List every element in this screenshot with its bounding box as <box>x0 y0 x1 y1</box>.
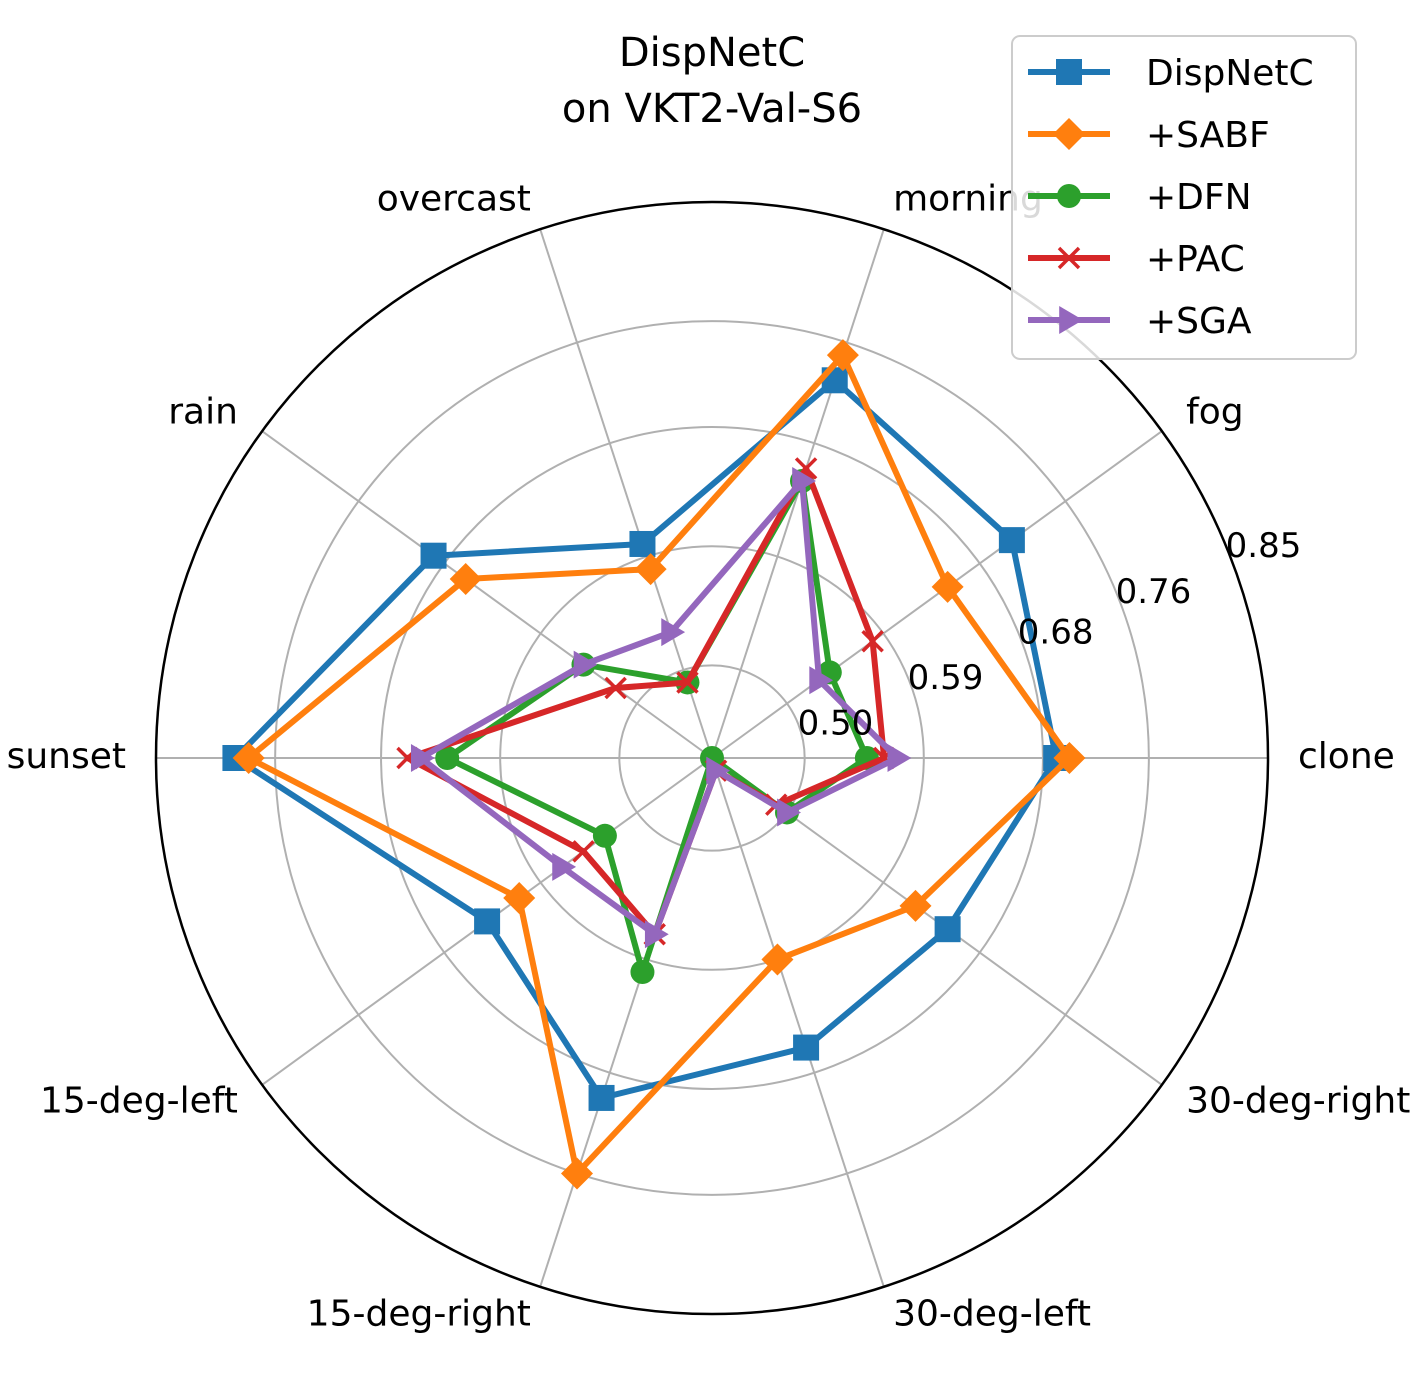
data-point-rain <box>573 650 598 679</box>
series-layer <box>222 339 1086 1190</box>
axis-label-sunset: sunset <box>7 736 126 777</box>
data-point-15-deg-right <box>561 1157 594 1190</box>
spoke-rain <box>261 430 713 759</box>
data-point-clone <box>1053 742 1086 774</box>
data-point-fog <box>998 527 1025 554</box>
grid-ring <box>618 664 806 852</box>
data-point-clone <box>887 744 912 772</box>
axis-label-30-deg-right: 30-deg-right <box>1186 1080 1410 1121</box>
grid-ring <box>274 320 1150 1196</box>
data-point-30-deg-right <box>934 916 961 943</box>
axis-label-30-deg-left: 30-deg-left <box>893 1293 1091 1334</box>
data-point-15-deg-left <box>552 852 577 881</box>
grid-ring <box>499 545 925 971</box>
legend-entry-+SGA: +SGA <box>1028 301 1252 342</box>
polar-frame <box>154 200 1270 1316</box>
data-point-30-deg-left <box>706 756 731 785</box>
series-line <box>232 377 1060 1101</box>
chart-title: DispNetC on VKT2-Val-S6 <box>562 30 862 132</box>
chart-title-line-2: on VKT2-Val-S6 <box>562 86 862 132</box>
data-point-sunset <box>435 746 460 770</box>
series-DispNetC <box>222 367 1070 1111</box>
data-point-30-deg-right <box>777 798 801 827</box>
data-point-rain <box>604 676 627 700</box>
tick-label: 0.50 <box>798 704 874 744</box>
legend-entry-DispNetC: DispNetC <box>1028 53 1314 94</box>
data-point-15-deg-left <box>503 882 536 915</box>
legend-entry-+DFN: +DFN <box>1028 177 1252 218</box>
legend: DispNetC +SABF +DFN +PAC +SGA <box>1011 35 1357 360</box>
data-point-overcast <box>634 553 667 586</box>
tick-label: 0.76 <box>1116 572 1192 612</box>
data-point-30-deg-left <box>793 1034 820 1061</box>
data-point-30-deg-left <box>761 943 794 976</box>
data-point-15-deg-right <box>630 960 655 985</box>
radial-tick-labels: 0.50 0.59 0.68 0.76 0.85 <box>798 526 1302 743</box>
axis-labels: clonefogmorningovercastrainsunset15-deg-… <box>7 179 1410 1335</box>
tick-label: 0.68 <box>1018 612 1094 652</box>
tick-label: 0.85 <box>1226 526 1302 566</box>
legend-label: +PAC <box>1146 239 1245 280</box>
data-point-fog <box>809 666 834 695</box>
data-point-rain <box>420 542 447 569</box>
grid-ring <box>380 426 1044 1090</box>
data-point-rain <box>449 563 482 596</box>
tick-label: 0.59 <box>908 658 984 698</box>
spoke-30-deg-left <box>711 757 885 1288</box>
legend-entry-+SABF: +SABF <box>1028 115 1270 156</box>
legend-label: +DFN <box>1146 177 1252 218</box>
data-point-15-deg-left <box>474 908 501 935</box>
data-point-overcast <box>676 671 699 694</box>
data-point-fog <box>931 570 964 603</box>
legend-marker <box>1057 184 1081 208</box>
series-+SABF <box>232 339 1086 1190</box>
spoke-fog <box>711 430 1163 759</box>
data-point-15-deg-right <box>644 920 669 949</box>
data-point-morning <box>826 339 859 372</box>
legend-marker <box>1053 118 1085 150</box>
data-point-30-deg-right <box>899 889 932 922</box>
data-point-15-deg-left <box>592 823 617 848</box>
legend-marker <box>1059 306 1083 334</box>
series-+SGA <box>410 467 912 949</box>
legend-entry-+PAC: +PAC <box>1028 239 1245 280</box>
legend-label: +SABF <box>1146 115 1270 156</box>
grid <box>154 200 1270 1316</box>
data-point-15-deg-right <box>588 1084 615 1111</box>
chart-title-line-1: DispNetC <box>619 30 805 76</box>
legend-marker <box>1057 246 1081 270</box>
legend-frame <box>1011 35 1357 360</box>
axis-label-15-deg-right: 15-deg-right <box>307 1293 531 1334</box>
data-point-overcast <box>629 530 656 557</box>
legend-marker <box>1056 59 1082 85</box>
data-point-15-deg-left <box>572 840 595 863</box>
legend-label: +SGA <box>1146 301 1252 342</box>
axis-label-clone: clone <box>1298 736 1395 777</box>
data-point-overcast <box>661 618 686 647</box>
data-point-fog <box>861 630 884 653</box>
data-point-sunset <box>232 742 265 774</box>
axis-label-15-deg-left: 15-deg-left <box>40 1080 238 1121</box>
axis-label-rain: rain <box>168 392 238 433</box>
axis-label-fog: fog <box>1186 392 1244 433</box>
data-point-morning <box>792 467 816 496</box>
data-point-sunset <box>410 744 435 772</box>
legend-label: DispNetC <box>1146 53 1314 94</box>
axis-label-overcast: overcast <box>377 179 531 220</box>
